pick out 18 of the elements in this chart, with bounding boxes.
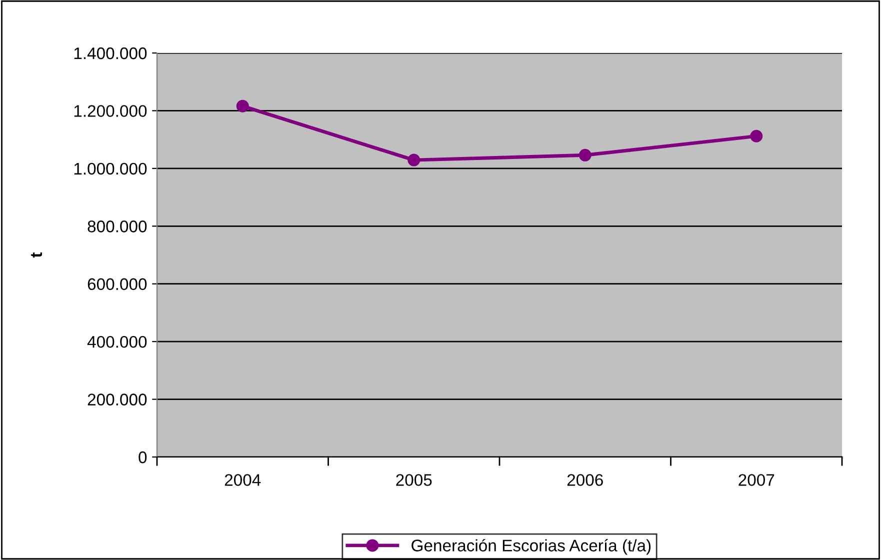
- x-tick-label: 2007: [738, 474, 774, 486]
- x-tick-label: 2006: [567, 474, 603, 486]
- y-tick-label: 1.000.000: [74, 162, 147, 175]
- y-tick-label: 0: [138, 451, 147, 464]
- point: [578, 148, 592, 162]
- legend-label: Generación Escorias Acería (t/a): [412, 539, 651, 555]
- x-tick-label: 2005: [396, 474, 432, 486]
- y-tick-label: 1.200.000: [74, 105, 147, 117]
- y-tick-label: 800.000: [88, 220, 147, 232]
- x-tick-label: 2004: [224, 474, 261, 486]
- point: [750, 130, 763, 142]
- y-tick-label: 200.000: [88, 394, 147, 406]
- y-tick-label: 400.000: [87, 336, 147, 348]
- y-tick-label: 1.400.000: [74, 47, 147, 60]
- point: [408, 154, 420, 166]
- y-tick-label: 600.000: [88, 278, 147, 290]
- y-axis-title: t: [31, 252, 42, 258]
- point: [236, 100, 249, 112]
